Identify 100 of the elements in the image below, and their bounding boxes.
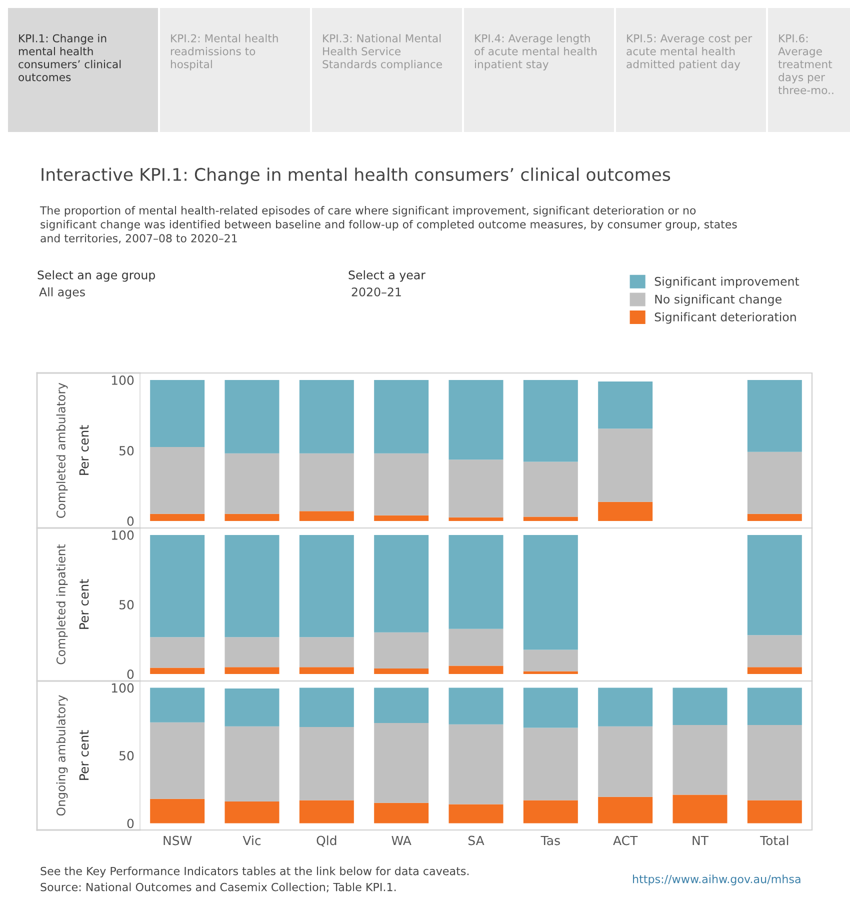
- y-axis-title: Per cent: [79, 730, 89, 780]
- bar: [299, 667, 354, 674]
- bar: [598, 381, 653, 429]
- source-note: Source: National Outcomes and Casemix Collection; Table KPI.1.: [40, 882, 396, 892]
- y-tick-label: 0: [127, 818, 134, 828]
- chart-subtitle: The proportion of mental health-related episodes of care where significant improvement, significant deterioration or no significant change was identified between baseline and follow-up of completed outcome measures, by consumer group, states and territories, 2007–08 to 2020–21: [40, 206, 737, 244]
- y-axis-title: Per cent: [79, 579, 89, 629]
- text: KPI.2: Mental health readmissions to hospital: [170, 34, 278, 70]
- bar: [747, 452, 802, 514]
- text: KPI.4: Average length of acute mental health inpatient stay: [474, 34, 596, 70]
- bar: [224, 380, 280, 454]
- text: Completed ambulatory: [56, 382, 68, 518]
- x-tick-label: Total: [760, 836, 788, 846]
- bar: [523, 800, 578, 824]
- y-tick-label: 100: [112, 530, 134, 540]
- bar: [224, 667, 280, 674]
- text: KPI.5: Average cost per acute mental health admitted patient day: [626, 34, 752, 70]
- x-tick-label: NSW: [164, 836, 192, 846]
- bar: [224, 688, 280, 726]
- bar: [299, 727, 354, 800]
- x-tick-label: ACT: [613, 836, 638, 846]
- text: KPI.3: National Mental Health Service Standards compliance: [322, 34, 442, 70]
- bar: [224, 637, 280, 668]
- bar: [747, 534, 802, 636]
- text: KPI.1: Change in mental health consumers’ clinical outcomes: [18, 34, 121, 82]
- text: All ages: [39, 287, 85, 299]
- bar: [374, 534, 429, 632]
- text: Select a year: [348, 270, 426, 282]
- bar: [448, 666, 504, 674]
- text: See the Key Performance Indicators tables at the link below for data caveats.: [40, 866, 469, 878]
- bar: [299, 688, 354, 728]
- bar: [374, 802, 429, 824]
- bar: [374, 453, 429, 516]
- y-tick-label: 50: [120, 750, 134, 760]
- bar: [374, 380, 429, 454]
- bar: [598, 428, 653, 502]
- bar: [448, 460, 504, 518]
- x-tick-label: WA: [392, 836, 412, 846]
- bar: [150, 637, 205, 668]
- bar: [150, 688, 205, 722]
- bar: [448, 628, 504, 666]
- bar: [523, 380, 578, 462]
- y-axis-title: Per cent: [79, 425, 89, 475]
- bar: [523, 671, 578, 674]
- text: KPI.6: Average treatment days per three-mo..: [778, 34, 834, 94]
- bar: [150, 668, 205, 674]
- bar: [448, 517, 504, 521]
- bar: [448, 534, 504, 629]
- bar: [374, 668, 429, 674]
- bar: [747, 800, 802, 824]
- text: Completed inpatient: [56, 544, 68, 664]
- bar: [598, 796, 653, 824]
- bar: [299, 511, 354, 521]
- bar: [150, 798, 205, 824]
- bar: [374, 515, 429, 521]
- y-tick-label: 50: [120, 600, 134, 610]
- bar: [299, 800, 354, 824]
- bar: [747, 667, 802, 674]
- bar: [448, 380, 504, 460]
- bar: [150, 534, 205, 638]
- bar: [299, 637, 354, 668]
- bar: [747, 635, 802, 668]
- bar: [374, 722, 429, 803]
- bar: [374, 688, 429, 723]
- x-tick-label: Qld: [316, 836, 336, 847]
- bar: [150, 380, 205, 447]
- bar: [672, 794, 728, 824]
- legend-label: Significant improvement: [654, 276, 800, 288]
- text: Select an age group: [38, 270, 156, 282]
- bar: [523, 650, 578, 672]
- y-tick-label: 100: [112, 376, 134, 385]
- bar: [523, 728, 578, 800]
- bar: [448, 804, 504, 824]
- bar: [747, 380, 802, 452]
- x-tick-label: NT: [692, 836, 709, 846]
- text: 2020–21: [352, 287, 401, 296]
- bar: [523, 688, 578, 728]
- chart-title: Interactive KPI.1: Change in mental health consumers’ clinical outcomes: [42, 168, 670, 184]
- bar: [598, 726, 653, 797]
- y-tick-label: 0: [127, 516, 134, 526]
- bar: [747, 725, 802, 800]
- bar: [448, 688, 504, 724]
- x-tick-label: SA: [468, 836, 484, 846]
- bar: [672, 688, 728, 726]
- text: Ongoing ambulatory: [56, 695, 68, 816]
- x-tick-label: Vic: [242, 836, 261, 846]
- bar: [672, 725, 728, 795]
- bar: [374, 632, 429, 668]
- y-tick-label: 50: [120, 446, 134, 456]
- bar: [747, 514, 802, 521]
- bar: [598, 502, 653, 521]
- bar: [299, 534, 354, 638]
- legend-label: Significant deterioration: [654, 312, 796, 324]
- bar: [523, 516, 578, 521]
- bar: [448, 724, 504, 804]
- text: https://www.aihw.gov.au/mhsa: [633, 874, 800, 886]
- bar: [747, 688, 802, 726]
- bar: [224, 802, 280, 824]
- legend-label: No significant change: [655, 294, 782, 306]
- bar: [523, 462, 578, 517]
